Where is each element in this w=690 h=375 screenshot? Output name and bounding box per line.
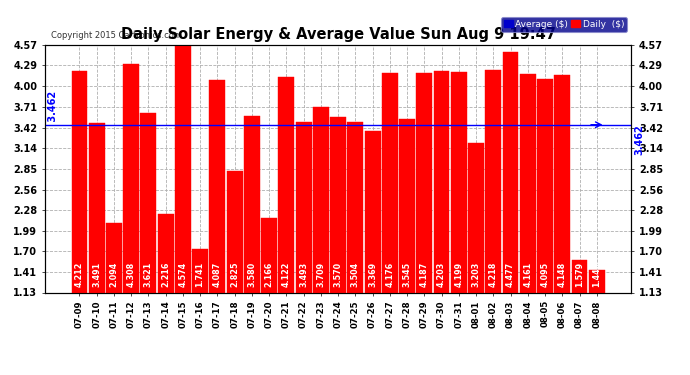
Text: 4.122: 4.122 — [282, 261, 291, 287]
Bar — [244, 116, 260, 374]
Text: 4.087: 4.087 — [213, 261, 222, 287]
Bar — [589, 270, 604, 374]
Text: 3.491: 3.491 — [92, 262, 101, 287]
Text: 3.493: 3.493 — [299, 262, 308, 287]
Text: 4.574: 4.574 — [179, 262, 188, 287]
Text: 2.216: 2.216 — [161, 261, 170, 287]
Text: 3.203: 3.203 — [471, 261, 480, 287]
Text: 3.570: 3.570 — [333, 262, 343, 287]
Bar — [227, 171, 243, 374]
Bar — [554, 75, 570, 374]
Bar — [106, 223, 122, 374]
Text: 4.148: 4.148 — [558, 261, 566, 287]
Text: 2.094: 2.094 — [110, 261, 119, 287]
Bar — [502, 52, 518, 374]
Bar — [382, 74, 397, 374]
Text: 3.545: 3.545 — [402, 262, 411, 287]
Text: 4.199: 4.199 — [454, 262, 463, 287]
Text: 4.187: 4.187 — [420, 261, 428, 287]
Text: 4.212: 4.212 — [75, 261, 84, 287]
Text: 1.440: 1.440 — [592, 262, 601, 287]
Text: 3.504: 3.504 — [351, 262, 360, 287]
Bar — [141, 113, 157, 374]
Bar — [571, 260, 587, 374]
Bar — [433, 71, 449, 374]
Bar — [279, 77, 295, 374]
Bar — [331, 117, 346, 374]
Bar — [347, 122, 363, 374]
Text: 4.095: 4.095 — [540, 262, 549, 287]
Bar — [89, 123, 105, 374]
Text: 2.825: 2.825 — [230, 261, 239, 287]
Text: 1.741: 1.741 — [196, 262, 205, 287]
Text: 4.161: 4.161 — [523, 262, 532, 287]
Text: 3.369: 3.369 — [368, 262, 377, 287]
Text: 4.176: 4.176 — [385, 262, 394, 287]
Text: 3.709: 3.709 — [316, 262, 326, 287]
Bar — [158, 214, 174, 374]
Text: 2.166: 2.166 — [265, 261, 274, 287]
Text: 4.477: 4.477 — [506, 262, 515, 287]
Title: Daily Solar Energy & Average Value Sun Aug 9 19:47: Daily Solar Energy & Average Value Sun A… — [121, 27, 555, 42]
Bar — [520, 74, 535, 374]
Bar — [72, 71, 88, 374]
Text: 3.621: 3.621 — [144, 261, 153, 287]
Bar — [262, 218, 277, 374]
Bar — [175, 45, 191, 374]
Bar — [296, 123, 312, 374]
Text: 1.579: 1.579 — [575, 262, 584, 287]
Bar — [451, 72, 466, 374]
Bar — [124, 64, 139, 374]
Bar — [210, 80, 226, 374]
Text: 3.580: 3.580 — [248, 261, 257, 287]
Bar — [537, 79, 553, 374]
Text: 3.462: 3.462 — [48, 91, 58, 125]
Text: 4.308: 4.308 — [127, 261, 136, 287]
Text: 4.203: 4.203 — [437, 261, 446, 287]
Legend: Average ($), Daily  ($): Average ($), Daily ($) — [501, 17, 627, 32]
Text: 3.462: 3.462 — [634, 125, 644, 156]
Bar — [416, 72, 432, 374]
Bar — [364, 131, 380, 374]
Bar — [193, 249, 208, 374]
Text: Copyright 2015 Cartronics.com: Copyright 2015 Cartronics.com — [51, 31, 181, 40]
Text: 4.218: 4.218 — [489, 261, 497, 287]
Bar — [468, 143, 484, 374]
Bar — [485, 70, 501, 374]
Bar — [399, 119, 415, 374]
Bar — [313, 107, 329, 374]
